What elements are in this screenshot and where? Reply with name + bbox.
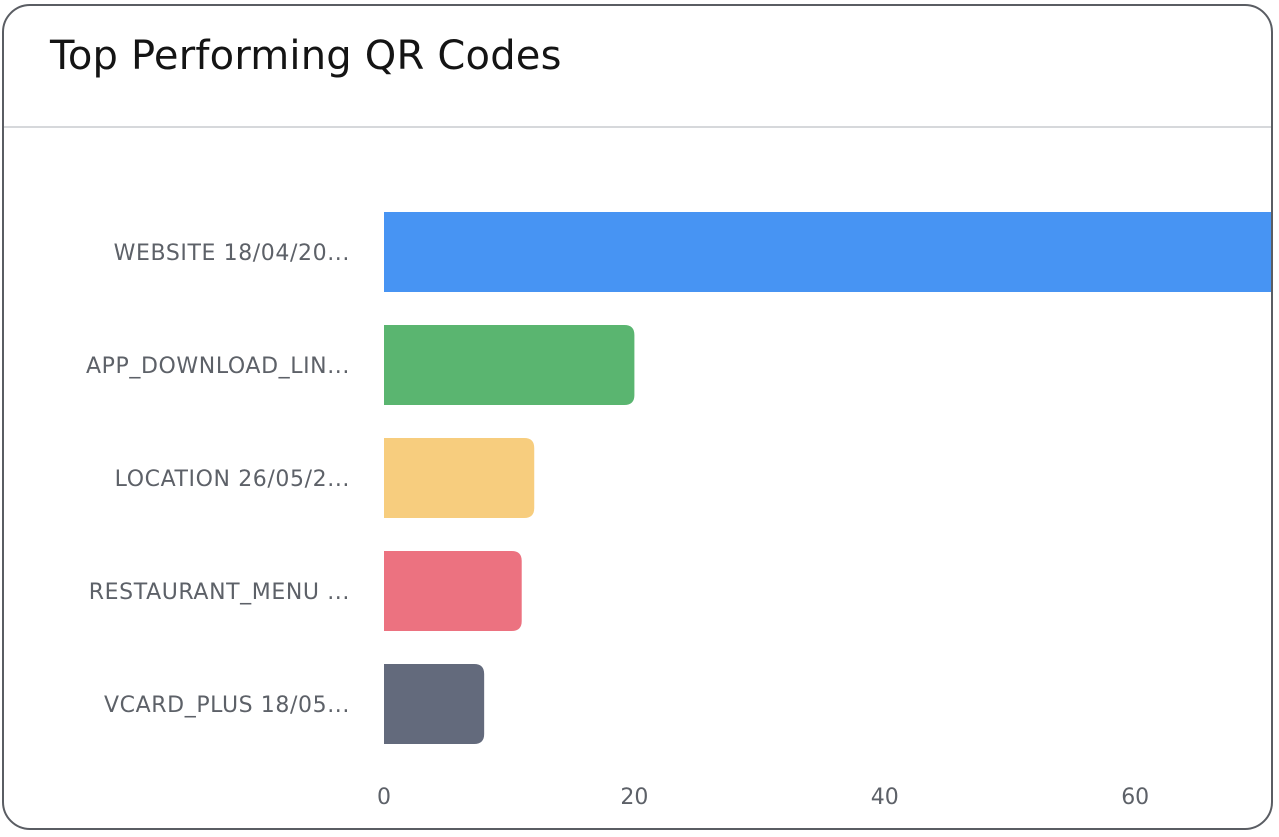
category-label-3: LOCATION 26/05/2... <box>115 467 350 492</box>
card-title: Top Performing QR Codes <box>50 33 562 79</box>
bar-1[interactable] <box>384 212 1273 292</box>
bar-4[interactable] <box>384 551 522 631</box>
bar-2[interactable] <box>384 325 635 405</box>
card-header: Top Performing QR Codes <box>4 6 1271 128</box>
x-axis-ticks: 0 20 40 60 <box>377 785 1149 810</box>
category-labels: WEBSITE 18/04/20... APP_DOWNLOAD_LIN... LO… <box>86 241 350 718</box>
x-tick-label-20: 20 <box>620 785 648 810</box>
category-label-2: APP_DOWNLOAD_LIN... <box>86 354 350 379</box>
bar-5[interactable] <box>384 664 485 744</box>
category-label-1: WEBSITE 18/04/20... <box>114 241 350 266</box>
x-tick-label-60: 60 <box>1121 785 1149 810</box>
chart-area: WEBSITE 18/04/20... APP_DOWNLOAD_LIN... LO… <box>4 128 1273 828</box>
chart-card: Top Performing QR Codes WEBSITE 18/04/20… <box>2 4 1273 830</box>
x-tick-label-0: 0 <box>377 785 391 810</box>
category-label-5: VCARD_PLUS 18/05... <box>104 693 350 718</box>
bar-chart: WEBSITE 18/04/20... APP_DOWNLOAD_LIN... LO… <box>86 212 1273 810</box>
bars-layer <box>384 212 1273 744</box>
category-label-4: RESTAURANT_MENU ... <box>89 580 350 605</box>
bar-3[interactable] <box>384 438 535 518</box>
x-tick-label-40: 40 <box>871 785 899 810</box>
